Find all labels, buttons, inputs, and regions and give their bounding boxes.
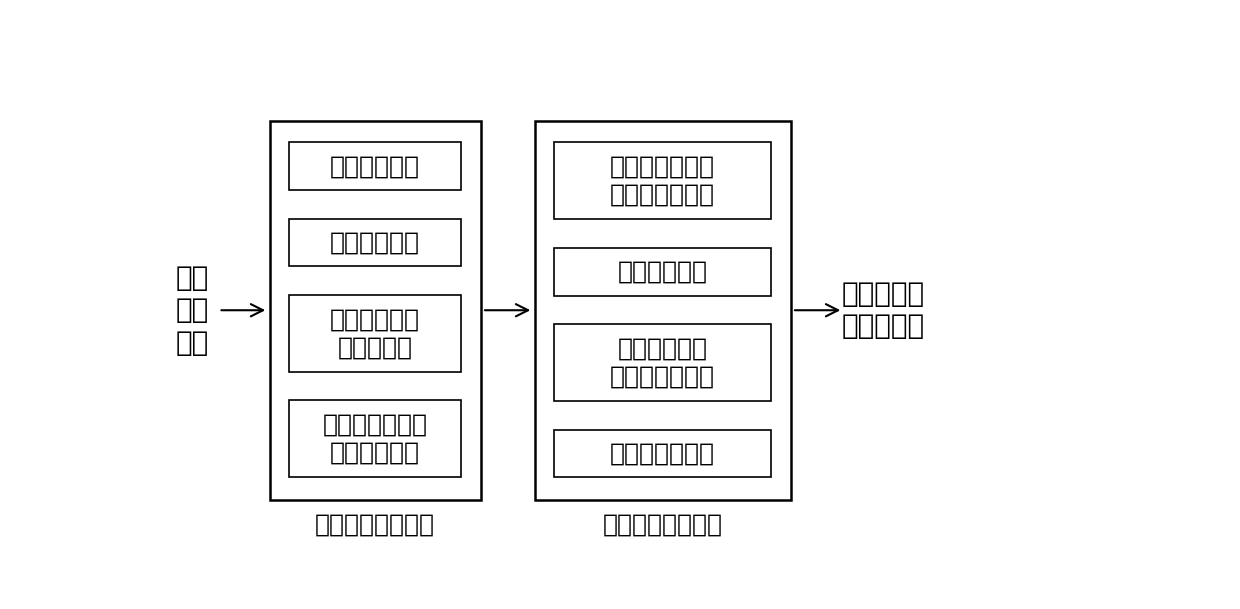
Text: 快速趋近原则: 快速趋近原则 [330,154,420,178]
Bar [554,248,771,295]
Bar [270,121,481,499]
Bar [554,429,771,477]
Text: 电源保护、温升
速率限制约束: 电源保护、温升 速率限制约束 [322,413,428,465]
Bar [534,121,791,499]
Text: 基于学习预测
的先验信息: 基于学习预测 的先验信息 [330,308,420,359]
Text: 系统
开始
加热: 系统 开始 加热 [176,264,208,357]
Text: 环境温度辅助
判决的增益控制: 环境温度辅助 判决的增益控制 [610,337,715,389]
Bar [289,143,461,190]
Text: 模糊滑模过程: 模糊滑模过程 [618,260,708,284]
Bar [554,324,771,401]
Bar [289,219,461,266]
Text: 削弱抖振原则: 削弱抖振原则 [330,230,420,255]
Bar [289,295,461,372]
Text: 趋近运动阶段控制: 趋近运动阶段控制 [315,512,435,537]
Text: 滑模运动阶段控制: 滑模运动阶段控制 [603,512,723,537]
Text: 系统稳定在
热平衡状态: 系统稳定在 热平衡状态 [842,280,925,340]
Bar [289,400,461,477]
Text: 双滑模函数代替
传统单滑模函数: 双滑模函数代替 传统单滑模函数 [610,155,715,207]
Bar [554,143,771,219]
Text: 自适应增益控制: 自适应增益控制 [610,442,715,465]
